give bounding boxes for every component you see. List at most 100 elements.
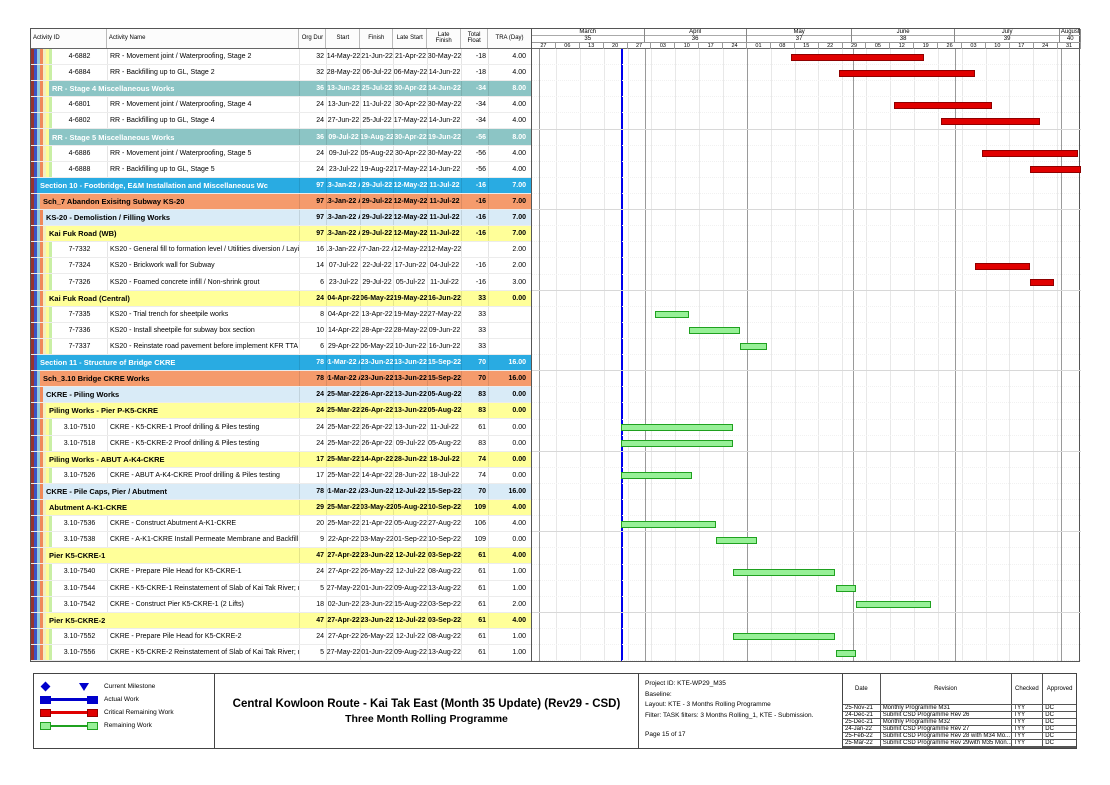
group-stripe — [40, 242, 43, 258]
gantt-row — [532, 355, 1081, 372]
pennant-icon — [79, 682, 89, 691]
gantt-bar-remaining — [733, 569, 836, 576]
activity-cells: 3.10-7552 CKRE - Prepare Pile Head for K5… — [52, 628, 531, 644]
cell-tra: 7.00 — [488, 226, 531, 242]
group-stripe — [49, 242, 52, 258]
cell-org-dur: 5 — [299, 580, 326, 596]
cell-start: 28-May-22 — [326, 65, 360, 81]
cell-activity-id: 4-6886 — [68, 149, 91, 157]
cell-late-start: 15-Aug-22 — [393, 596, 427, 612]
revision-header-approved: Approved — [1043, 674, 1076, 705]
timescale-month-august: August 40 — [1060, 29, 1081, 42]
timescale-week-tick: 15 — [794, 42, 819, 49]
group-stripe — [49, 644, 52, 661]
group-stripe — [43, 516, 46, 532]
cell-start: 13-Jan-22 A — [326, 226, 360, 242]
timescale-week-tick: 20 — [603, 42, 628, 49]
cell-total-float: 61 — [461, 548, 488, 564]
cell-total-float: 83 — [461, 403, 488, 419]
cell-org-dur: 24 — [299, 97, 326, 113]
timescale-months: March 35 April 36 May 37 June 38 July 39 August 40 — [532, 29, 1081, 42]
group-stripe — [34, 483, 37, 499]
group-stripe — [43, 129, 46, 145]
revision-cell: DC — [1043, 726, 1076, 733]
cell-late-start: 30-Apr-22 — [393, 81, 427, 97]
cell-late-finish: 11-Jul-22 — [427, 226, 461, 242]
cell-late-finish: 11-Jul-22 — [427, 274, 461, 290]
group-stripe — [49, 322, 52, 338]
revision-header-row: Date Revision Checked Approved — [843, 674, 1076, 705]
cell-start: 01-Mar-22 A — [326, 355, 360, 371]
table-row-activity: 4-6884 RR - Backfilling up to GL, Stage 2… — [31, 65, 531, 82]
cell-finish: 19-Aug-22 — [360, 161, 393, 177]
table-row-activity: 4-6801 RR - Movement joint / Waterproofin… — [31, 97, 531, 114]
cell-finish: 23-Jun-22 — [360, 596, 393, 612]
revision-cell: DC — [1043, 733, 1076, 740]
group-stripe — [34, 500, 37, 516]
timescale-week-tick: 08 — [770, 42, 795, 49]
group-band: Section 10 - Footbridge, E&M Installatio… — [37, 177, 531, 193]
group-stripe — [40, 129, 43, 145]
table-row-group: Section 11 - Structure of Bridge CKRE 78 0… — [31, 355, 531, 372]
cell-activity-name: RR - Movement joint / Waterproofing, Sta… — [107, 48, 299, 65]
revision-cell — [880, 747, 1012, 748]
group-stripe — [31, 290, 34, 306]
table-row-group: Section 10 - Footbridge, E&M Installatio… — [31, 177, 531, 194]
cell-total-float: -16 — [461, 177, 488, 193]
revision-cell: 25-Dec-21 — [843, 719, 881, 726]
group-label: KS-20 - Demolistion / Filling Works — [46, 213, 171, 223]
cell-total-float: 70 — [461, 355, 488, 371]
group-stripe — [43, 161, 46, 177]
cell-tra: 1.00 — [488, 644, 531, 661]
cell-tra: 16.00 — [488, 483, 531, 499]
group-stripe — [31, 161, 34, 177]
group-stripe — [43, 532, 46, 548]
cell-finish: 23-Jun-22 — [360, 612, 393, 628]
page-number: Page 15 of 17 — [645, 730, 686, 738]
group-stripe — [34, 628, 37, 644]
table-row-activity: 7-7337 KS20 - Reinstate road pavement bef… — [31, 338, 531, 356]
group-stripe — [40, 210, 43, 226]
cell-late-start: 30-Apr-22 — [393, 145, 427, 161]
cell-start: 27-Apr-22 — [326, 612, 360, 628]
cell-late-finish: 15-Sep-22 — [427, 355, 461, 371]
group-stripe — [31, 193, 34, 210]
cell-activity-name: CKRE - K5-CKRE-1 Reinstatement of Slab o… — [107, 580, 299, 596]
table-row-group: RR - Stage 5 Miscellaneous Works 36 09-Jul… — [31, 129, 531, 146]
cell-start: 27-Jun-22 — [326, 113, 360, 129]
cell-start: 27-Apr-22 — [326, 548, 360, 564]
legend-label: Current Milestone — [104, 683, 156, 690]
cell-activity-id: 7-7324 — [68, 262, 91, 270]
group-stripe — [34, 516, 37, 532]
table-row-group: RR - Stage 4 Miscellaneous Works 36 13-Jun… — [31, 81, 531, 98]
group-stripe — [40, 435, 43, 451]
cell-late-start: 28-Jun-22 — [393, 451, 427, 467]
cell-org-dur: 29 — [299, 500, 326, 516]
group-stripe — [46, 145, 49, 161]
table-row-group: Pier K5-CKRE-2 47 27-Apr-22 23-Jun-22 12-Jul… — [31, 612, 531, 629]
table-row-group: Piling Works - ABUT A-K4-CKRE 17 25-Mar-22… — [31, 451, 531, 468]
activity-cells: 3.10-7526 CKRE - ABUT A-K4-CKRE Proof dri… — [52, 467, 531, 483]
cell-total-float: 106 — [461, 516, 488, 532]
group-stripe — [43, 628, 46, 644]
project-info: Project ID: KTE-WP29_M35 Baseline: Layou… — [638, 673, 843, 749]
group-stripe — [43, 580, 46, 596]
cell-late-finish: 19-Jun-22 — [427, 129, 461, 145]
table-row-activity: 4-6882 RR - Movement joint / Waterproofin… — [31, 48, 531, 66]
cell-org-dur: 8 — [299, 306, 326, 322]
month-number: 39 — [1003, 36, 1011, 42]
group-stripe — [43, 338, 46, 355]
group-label: Pier K5-CKRE-2 — [49, 615, 106, 625]
group-stripe — [31, 97, 34, 113]
cell-org-dur: 78 — [299, 355, 326, 371]
revision-cell: Monthly Programme M31 — [880, 705, 1012, 712]
legend: Current Milestone Actual Work Critical R… — [33, 673, 215, 749]
cell-late-start: 13-Jun-22 — [393, 371, 427, 387]
cell-start: 13-Jan-22 A — [326, 193, 360, 210]
group-stripe — [40, 467, 43, 483]
group-stripe — [43, 145, 46, 161]
group-stripe — [37, 483, 40, 499]
group-stripe — [46, 97, 49, 113]
group-stripe — [40, 322, 43, 338]
group-stripe — [37, 81, 40, 97]
